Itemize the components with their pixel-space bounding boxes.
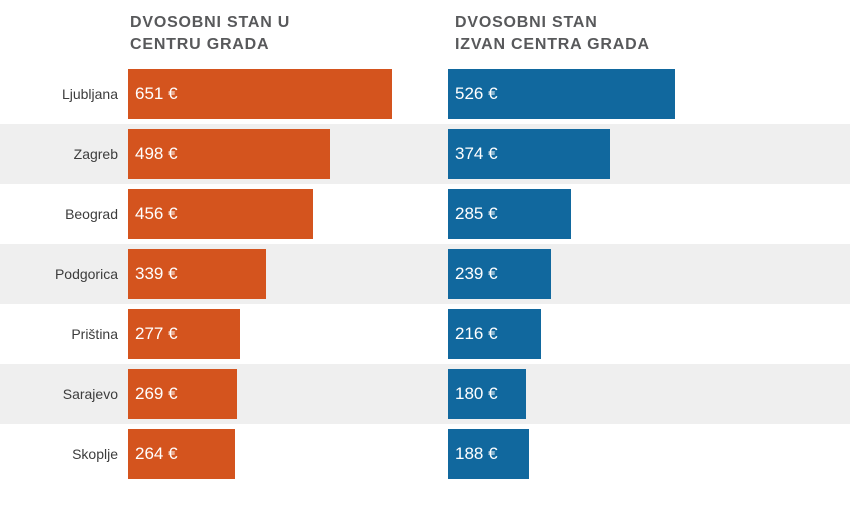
price-value-label: 374 € <box>455 144 498 163</box>
chart-row: Zagreb 498 € 374 € <box>0 124 850 184</box>
center-price-bar: 498 € <box>128 129 330 179</box>
price-value-label: 498 € <box>135 144 178 163</box>
center-bar-zone: 277 € <box>128 309 448 359</box>
city-label: Beograd <box>65 206 118 222</box>
outside-price-bar: 180 € <box>448 369 526 419</box>
outside-bar-zone: 526 € <box>448 69 850 119</box>
chart-rows: Ljubljana 651 € 526 € Zagreb 498 € 374 € Beogr… <box>0 64 850 484</box>
outside-bar-zone: 285 € <box>448 189 850 239</box>
center-price-bar: 277 € <box>128 309 240 359</box>
outside-column-header-line1: DVOSOBNI STAN <box>455 14 598 31</box>
center-price-bar: 456 € <box>128 189 313 239</box>
center-column-header-line1: DVOSOBNI STAN U <box>130 14 291 31</box>
city-label: Podgorica <box>54 266 118 282</box>
center-column-header: DVOSOBNI STAN U CENTRU GRADA <box>130 12 290 57</box>
city-label: Priština <box>71 326 118 342</box>
price-value-label: 264 € <box>135 444 178 463</box>
outside-bar-zone: 180 € <box>448 369 850 419</box>
price-value-label: 526 € <box>455 84 498 103</box>
outside-price-bar: 374 € <box>448 129 610 179</box>
outside-price-bar: 285 € <box>448 189 571 239</box>
chart-row: Beograd 456 € 285 € <box>0 184 850 244</box>
city-label: Zagreb <box>73 146 118 162</box>
center-bar-zone: 269 € <box>128 369 448 419</box>
city-label: Skoplje <box>72 446 118 462</box>
center-price-bar: 269 € <box>128 369 237 419</box>
price-value-label: 216 € <box>455 324 498 343</box>
price-value-label: 180 € <box>455 384 498 403</box>
outside-bar-zone: 374 € <box>448 129 850 179</box>
center-price-bar: 651 € <box>128 69 392 119</box>
outside-price-bar: 239 € <box>448 249 551 299</box>
chart-row: Skoplje 264 € 188 € <box>0 424 850 484</box>
city-label: Ljubljana <box>61 86 118 102</box>
price-value-label: 188 € <box>455 444 498 463</box>
center-bar-zone: 339 € <box>128 249 448 299</box>
center-price-bar: 264 € <box>128 429 235 479</box>
price-value-label: 339 € <box>135 264 178 283</box>
chart-row: Podgorica 339 € 239 € <box>0 244 850 304</box>
outside-price-bar: 188 € <box>448 429 529 479</box>
outside-column-header-line2: IZVAN CENTRA GRADA <box>455 36 650 54</box>
chart-row: Ljubljana 651 € 526 € <box>0 64 850 124</box>
outside-price-bar: 216 € <box>448 309 541 359</box>
price-value-label: 239 € <box>455 264 498 283</box>
center-price-bar: 339 € <box>128 249 266 299</box>
center-bar-zone: 456 € <box>128 189 448 239</box>
outside-bar-zone: 188 € <box>448 429 850 479</box>
center-column-header-line2: CENTRU GRADA <box>130 36 270 54</box>
outside-column-header: DVOSOBNI STAN IZVAN CENTRA GRADA <box>455 12 650 57</box>
price-value-label: 285 € <box>455 204 498 223</box>
price-value-label: 456 € <box>135 204 178 223</box>
outside-price-bar: 526 € <box>448 69 675 119</box>
price-value-label: 651 € <box>135 84 178 103</box>
chart-row: Sarajevo 269 € 180 € <box>0 364 850 424</box>
city-label: Sarajevo <box>62 386 118 402</box>
chart-row: Priština 277 € 216 € <box>0 304 850 364</box>
center-bar-zone: 498 € <box>128 129 448 179</box>
price-value-label: 269 € <box>135 384 178 403</box>
outside-bar-zone: 239 € <box>448 249 850 299</box>
outside-bar-zone: 216 € <box>448 309 850 359</box>
center-bar-zone: 264 € <box>128 429 448 479</box>
center-bar-zone: 651 € <box>128 69 448 119</box>
price-value-label: 277 € <box>135 324 178 343</box>
